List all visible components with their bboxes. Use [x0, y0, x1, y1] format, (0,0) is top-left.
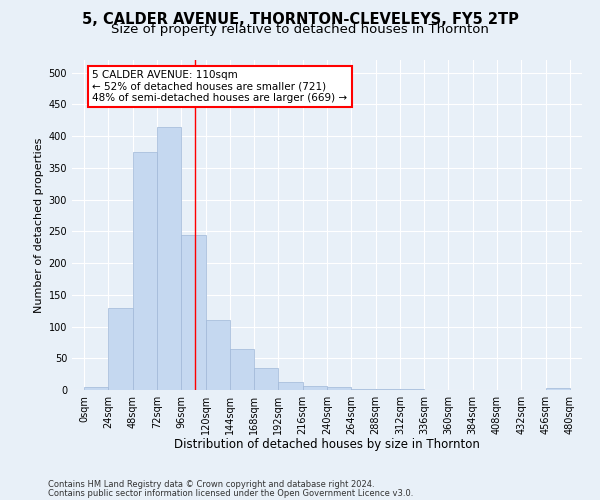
Bar	[254, 368, 278, 390]
Bar	[545, 388, 570, 390]
Bar	[327, 388, 351, 390]
Bar	[133, 152, 157, 390]
Text: Size of property relative to detached houses in Thornton: Size of property relative to detached ho…	[111, 22, 489, 36]
Bar	[303, 386, 327, 390]
Bar	[181, 234, 206, 390]
Bar	[157, 126, 181, 390]
Text: 5 CALDER AVENUE: 110sqm
← 52% of detached houses are smaller (721)
48% of semi-d: 5 CALDER AVENUE: 110sqm ← 52% of detache…	[92, 70, 347, 103]
Bar	[109, 308, 133, 390]
Bar	[230, 349, 254, 390]
Y-axis label: Number of detached properties: Number of detached properties	[34, 138, 44, 312]
Text: Contains HM Land Registry data © Crown copyright and database right 2024.: Contains HM Land Registry data © Crown c…	[48, 480, 374, 489]
X-axis label: Distribution of detached houses by size in Thornton: Distribution of detached houses by size …	[174, 438, 480, 452]
Text: Contains public sector information licensed under the Open Government Licence v3: Contains public sector information licen…	[48, 488, 413, 498]
Bar	[206, 320, 230, 390]
Bar	[278, 382, 303, 390]
Bar	[84, 387, 109, 390]
Text: 5, CALDER AVENUE, THORNTON-CLEVELEYS, FY5 2TP: 5, CALDER AVENUE, THORNTON-CLEVELEYS, FY…	[82, 12, 518, 28]
